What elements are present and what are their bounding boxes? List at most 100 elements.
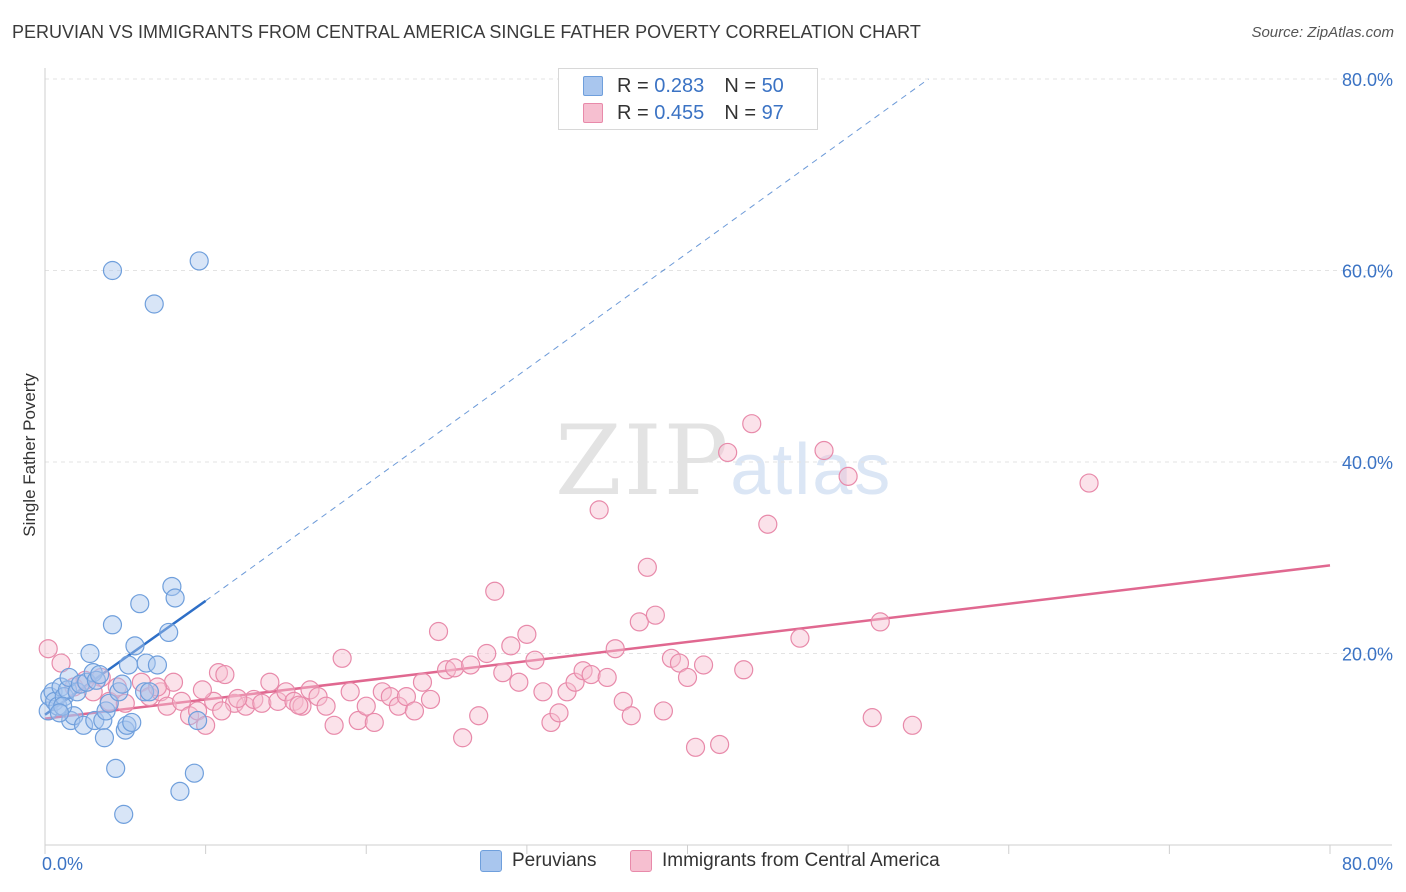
peruvian-point <box>147 655 168 675</box>
immigrant-point <box>902 715 922 735</box>
immigrant-point <box>541 712 561 733</box>
immigrant-point <box>838 466 858 486</box>
axes <box>44 68 1392 854</box>
immigrant-point <box>685 737 706 757</box>
immigrant-point <box>589 500 609 520</box>
y-tick-label: 80.0% <box>1342 70 1393 90</box>
peruvian-point <box>118 655 139 675</box>
immigrant-point <box>461 655 481 675</box>
peruvian-point <box>86 670 107 690</box>
immigrant-point <box>252 693 272 713</box>
peruvian-point <box>162 576 182 597</box>
peruvians-swatch <box>583 76 603 96</box>
immigrant-point <box>533 682 553 702</box>
r-label: R = <box>617 74 655 97</box>
immigrant-point <box>710 734 730 755</box>
peruvian-point <box>170 781 190 801</box>
y-tick-label: 40.0% <box>1342 453 1393 473</box>
peruvian-point <box>130 594 150 614</box>
immigrant-point <box>276 682 296 702</box>
immigrant-point <box>332 648 352 668</box>
peruvian-point <box>134 682 155 702</box>
trend-lines <box>44 78 1331 720</box>
legend-item-immigrants: Immigrants from Central America <box>630 850 940 872</box>
n-value: 97 <box>761 101 784 124</box>
watermark-atlas: atlas <box>730 430 893 510</box>
immigrant-point <box>469 706 489 726</box>
immigrant-point <box>380 686 400 707</box>
immigrant-point <box>870 612 890 632</box>
immigrant-point <box>236 696 256 716</box>
series-legend: Peruvians Immigrants from Central Americ… <box>0 850 1406 880</box>
peruvian-point <box>106 758 126 779</box>
r-value: 0.283 <box>654 74 705 97</box>
immigrant-point <box>260 672 280 692</box>
y-tick-label: 20.0% <box>1342 645 1393 665</box>
immigrant-point <box>581 664 601 685</box>
immigrant-point <box>412 672 433 692</box>
immigrant-point <box>1079 473 1099 493</box>
peruvian-point <box>139 682 160 702</box>
peruvians-trend-extension <box>205 78 929 602</box>
immigrant-point <box>428 621 449 642</box>
immigrant-point <box>364 712 384 733</box>
immigrant-point <box>420 689 441 710</box>
immigrant-point <box>289 695 309 715</box>
immigrant-point <box>677 667 698 688</box>
stats-legend-row-peruvians: R = 0.283 N = 50 <box>583 74 784 98</box>
immigrant-point <box>396 686 417 707</box>
peruvian-point <box>102 615 123 635</box>
peruvian-point <box>96 701 116 721</box>
stats-legend-row-immigrants: R = 0.455 N = 97 <box>583 101 784 125</box>
n-label: N = <box>724 74 762 97</box>
immigrant-point <box>814 440 834 461</box>
immigrant-point <box>268 691 288 711</box>
immigrant-point <box>509 672 529 692</box>
immigrant-point <box>228 688 248 709</box>
immigrant-point <box>693 655 714 675</box>
immigrants-trend-line <box>44 564 1331 720</box>
immigrant-point <box>493 663 513 683</box>
immigrant-point <box>212 701 232 721</box>
immigrants-legend-swatch <box>630 850 652 872</box>
immigrant-point <box>597 667 617 688</box>
peruvians-legend-swatch <box>480 850 502 872</box>
y-tick-label: 60.0% <box>1342 262 1393 282</box>
immigrant-point <box>324 715 344 735</box>
immigrant-point <box>645 605 665 625</box>
immigrant-point <box>453 728 473 748</box>
peruvian-point <box>114 804 134 824</box>
immigrant-point <box>549 703 569 723</box>
source-label: Source: ZipAtlas.com <box>1251 24 1394 41</box>
r-label: R = <box>617 101 655 124</box>
legend-label-peruvians: Peruvians <box>512 850 597 871</box>
immigrant-point <box>316 696 336 716</box>
n-label: N = <box>724 101 762 124</box>
immigrant-point <box>718 442 738 463</box>
immigrant-point <box>215 664 235 685</box>
peruvian-point <box>159 622 179 643</box>
immigrant-point <box>308 686 328 707</box>
legend-label-immigrants: Immigrants from Central America <box>662 850 940 871</box>
immigrant-point <box>629 612 649 632</box>
immigrant-point <box>38 639 58 659</box>
immigrant-point <box>525 650 545 670</box>
peruvian-point <box>144 294 164 314</box>
immigrant-point <box>171 691 192 711</box>
immigrant-point <box>404 701 425 721</box>
immigrant-point <box>605 639 625 659</box>
immigrant-point <box>436 660 457 680</box>
peruvian-point <box>125 636 145 656</box>
immigrant-point <box>669 653 690 673</box>
immigrant-point <box>163 672 184 692</box>
immigrant-point <box>501 636 521 656</box>
data-points <box>38 251 1099 824</box>
immigrant-point <box>565 672 585 692</box>
immigrant-point <box>653 701 674 721</box>
immigrant-point <box>115 693 135 713</box>
immigrant-point <box>356 696 376 716</box>
immigrant-point <box>758 514 778 534</box>
immigrant-point <box>444 658 465 678</box>
immigrant-point <box>862 708 882 728</box>
x-tick-label: 0.0% <box>42 854 83 874</box>
